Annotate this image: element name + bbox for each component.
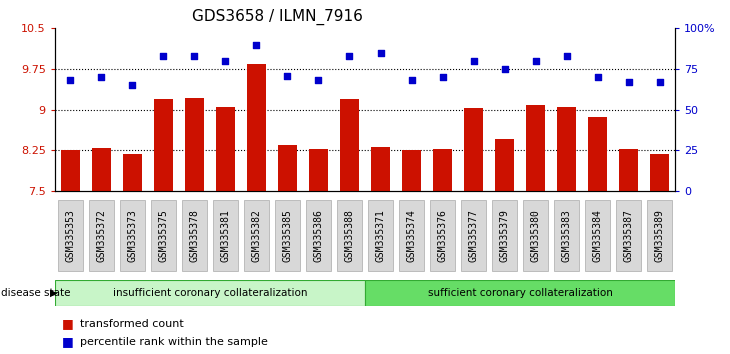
FancyBboxPatch shape	[244, 200, 269, 271]
Text: GSM335384: GSM335384	[593, 209, 603, 262]
FancyBboxPatch shape	[399, 200, 424, 271]
Bar	[434, 149, 452, 191]
Bar	[185, 98, 204, 191]
Text: GSM335378: GSM335378	[189, 209, 199, 262]
Point	[623, 79, 634, 85]
Text: ■: ■	[62, 318, 74, 330]
FancyBboxPatch shape	[616, 200, 642, 271]
Bar	[92, 148, 111, 191]
Bar	[123, 154, 142, 191]
Bar	[588, 117, 607, 191]
Point	[158, 53, 169, 59]
Point	[406, 78, 418, 83]
FancyBboxPatch shape	[461, 200, 486, 271]
FancyBboxPatch shape	[492, 200, 518, 271]
Bar	[464, 108, 483, 191]
Bar	[495, 138, 514, 191]
Bar	[278, 145, 296, 191]
Point	[499, 66, 510, 72]
Bar	[526, 105, 545, 191]
FancyBboxPatch shape	[88, 200, 114, 271]
Point	[282, 73, 293, 78]
Point	[437, 74, 448, 80]
Text: percentile rank within the sample: percentile rank within the sample	[80, 337, 268, 347]
Bar	[402, 150, 420, 191]
Point	[312, 78, 324, 83]
Point	[654, 79, 666, 85]
Text: GDS3658 / ILMN_7916: GDS3658 / ILMN_7916	[192, 9, 363, 25]
Bar	[371, 147, 390, 191]
Text: GSM335376: GSM335376	[437, 209, 447, 262]
Point	[344, 53, 356, 59]
Text: GSM335371: GSM335371	[375, 209, 385, 262]
Text: GSM335383: GSM335383	[561, 209, 572, 262]
FancyBboxPatch shape	[150, 200, 176, 271]
Point	[220, 58, 231, 64]
Text: insufficient coronary collateralization: insufficient coronary collateralization	[112, 288, 307, 298]
Text: ■: ■	[62, 335, 74, 348]
Bar	[558, 107, 576, 191]
Text: GSM335381: GSM335381	[220, 209, 231, 262]
FancyBboxPatch shape	[368, 200, 393, 271]
Point	[592, 74, 604, 80]
FancyBboxPatch shape	[182, 200, 207, 271]
Bar	[154, 99, 173, 191]
Text: transformed count: transformed count	[80, 319, 184, 329]
Text: GSM335379: GSM335379	[499, 209, 510, 262]
FancyBboxPatch shape	[554, 200, 580, 271]
Point	[96, 74, 107, 80]
Point	[374, 50, 386, 56]
FancyBboxPatch shape	[120, 200, 145, 271]
FancyBboxPatch shape	[337, 200, 362, 271]
Text: GSM335388: GSM335388	[345, 209, 355, 262]
FancyBboxPatch shape	[365, 280, 675, 306]
FancyBboxPatch shape	[212, 200, 238, 271]
FancyBboxPatch shape	[55, 280, 365, 306]
FancyBboxPatch shape	[274, 200, 300, 271]
Text: ▶: ▶	[50, 288, 57, 298]
Bar	[310, 149, 328, 191]
Text: GSM335386: GSM335386	[313, 209, 323, 262]
Text: GSM335353: GSM335353	[65, 209, 75, 262]
Point	[126, 82, 138, 88]
Point	[64, 78, 76, 83]
Point	[468, 58, 480, 64]
FancyBboxPatch shape	[585, 200, 610, 271]
FancyBboxPatch shape	[430, 200, 456, 271]
FancyBboxPatch shape	[523, 200, 548, 271]
Point	[561, 53, 572, 59]
Text: GSM335389: GSM335389	[655, 209, 665, 262]
Text: GSM335375: GSM335375	[158, 209, 169, 262]
FancyBboxPatch shape	[306, 200, 331, 271]
Bar	[247, 64, 266, 191]
Bar	[620, 149, 638, 191]
FancyBboxPatch shape	[647, 200, 672, 271]
Point	[188, 53, 200, 59]
Bar	[340, 99, 359, 191]
FancyBboxPatch shape	[58, 200, 83, 271]
Text: GSM335385: GSM335385	[283, 209, 293, 262]
Point	[530, 58, 542, 64]
Text: GSM335382: GSM335382	[251, 209, 261, 262]
Bar	[216, 107, 235, 191]
Text: GSM335387: GSM335387	[623, 209, 634, 262]
Bar	[61, 150, 80, 191]
Text: GSM335380: GSM335380	[531, 209, 541, 262]
Text: GSM335377: GSM335377	[469, 209, 479, 262]
Point	[250, 42, 262, 47]
Text: GSM335372: GSM335372	[96, 209, 107, 262]
Text: sufficient coronary collateralization: sufficient coronary collateralization	[428, 288, 612, 298]
Text: GSM335373: GSM335373	[127, 209, 137, 262]
Text: GSM335374: GSM335374	[407, 209, 417, 262]
Text: disease state: disease state	[1, 288, 71, 298]
Bar	[650, 154, 669, 191]
